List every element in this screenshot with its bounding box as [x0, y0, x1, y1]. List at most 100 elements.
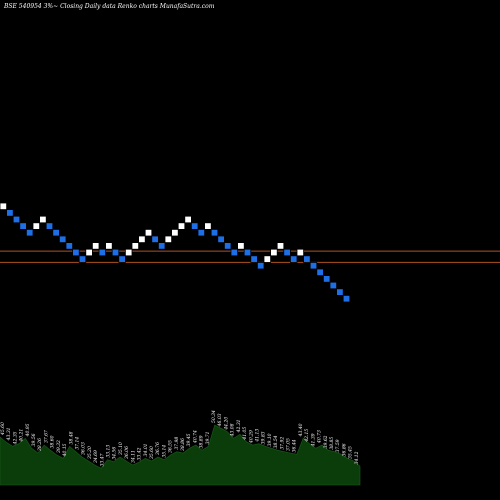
renko-brick-up [296, 248, 304, 257]
volume-label: 34.12 [354, 451, 360, 464]
renko-brick-down [303, 255, 311, 263]
renko-brick-down [283, 248, 291, 257]
volume-label: 38.89 [199, 435, 205, 448]
volume-label: 40.73 [317, 430, 323, 444]
volume-label: 46.03 [217, 413, 223, 427]
volume-label: 36.03 [81, 442, 87, 455]
volume-area [0, 424, 361, 486]
renko-brick-up [85, 248, 93, 257]
volume-label: 36.76 [155, 442, 161, 455]
renko-brick-up [270, 248, 278, 257]
volume-label: 50.34 [211, 410, 217, 423]
renko-brick-down [223, 242, 232, 250]
renko-brick-down [111, 248, 120, 257]
volume-label: 42.35 [12, 431, 18, 445]
renko-brick-down [45, 222, 54, 230]
volume-label: 39.45 [186, 433, 192, 446]
volume-panel [0, 424, 361, 486]
renko-brick-down [210, 228, 219, 237]
renko-brick-down [72, 248, 80, 257]
renko-brick-down [322, 275, 331, 283]
volume-label: 38.60 [50, 435, 56, 448]
renko-brick-up [164, 235, 172, 243]
renko-brick-down [12, 215, 21, 224]
volume-label: 39.56 [31, 433, 37, 446]
renko-brick-down [316, 268, 324, 276]
renko-brick-up [138, 235, 146, 243]
volume-label: 40.21 [19, 429, 25, 443]
volume-label: 37.98 [174, 437, 180, 450]
volume-label: 37.14 [74, 437, 80, 450]
volume-label: 38.86 [180, 438, 186, 451]
renko-brick-up [263, 255, 271, 263]
renko-brick-down [6, 209, 14, 217]
renko-brick-down [151, 235, 159, 243]
renko-brick-down [197, 228, 205, 237]
volume-label: 42.31 [236, 419, 242, 433]
volume-label: 37.92 [279, 437, 285, 450]
volume-label: 35.10 [118, 442, 124, 455]
renko-brick-down [250, 255, 258, 263]
volume-label: 41.05 [242, 427, 248, 441]
renko-brick-up [125, 248, 133, 257]
volume-label: 35.14 [161, 445, 167, 458]
renko-brick-up [105, 242, 113, 250]
volume-label: 39.10 [267, 433, 273, 446]
volume-label: 34.56 [112, 447, 118, 460]
renko-brick-up [39, 215, 47, 224]
volume-label: 41.13 [254, 429, 260, 443]
renko-brick-down [329, 281, 337, 290]
renko-bricks [0, 202, 351, 303]
renko-brick-down [65, 242, 73, 250]
renko-brick-up [204, 222, 212, 230]
volume-label: 37.59 [335, 439, 341, 452]
volume-label: 42.15 [304, 429, 310, 443]
volume-label: 40.15 [62, 443, 68, 457]
volume-label: 43.08 [230, 423, 236, 437]
volume-label: 39.32 [56, 440, 62, 453]
volume-label: 37.67 [43, 430, 49, 443]
renko-brick-up [131, 242, 139, 250]
volume-label: 38.85 [329, 437, 335, 450]
renko-brick-down [25, 228, 34, 237]
renko-brick-down [309, 261, 318, 270]
volume-label: 36.86 [341, 443, 347, 456]
renko-brick-down [118, 255, 126, 263]
volume-label: 35.60 [149, 446, 155, 459]
volume-label: 34.01 [143, 443, 149, 456]
renko-brick-up [171, 228, 179, 237]
volume-label: 39.71 [205, 431, 211, 444]
renko-brick-down [256, 261, 265, 270]
renko-brick-down [59, 235, 67, 243]
volume-label: 35.45 [348, 446, 354, 459]
volume-label: 34.11 [130, 450, 136, 463]
volume-label: 36.44 [292, 439, 298, 452]
volume-label: 39.83 [261, 431, 267, 444]
volume-label: 33.42 [137, 447, 143, 460]
renko-brick-down [157, 242, 166, 250]
renko-brick-up [0, 202, 7, 210]
volume-label: 40.95 [25, 423, 31, 437]
volume-label: 40.29 [248, 430, 254, 444]
renko-brick-up [92, 242, 100, 250]
volume-label: 33.13 [106, 445, 112, 458]
renko-brick-down [19, 222, 27, 230]
renko-brick-down [243, 248, 252, 257]
volume-label: 40.74 [192, 430, 198, 444]
renko-brick-down [98, 248, 106, 257]
renko-brick-down [289, 255, 298, 263]
volume-label: 38.54 [273, 435, 279, 448]
volume-label: 39.62 [323, 435, 329, 448]
volume-label: 36.06 [124, 446, 130, 459]
volume-label: 34.69 [93, 450, 99, 463]
renko-brick-up [32, 222, 40, 230]
renko-brick-up [276, 242, 285, 250]
volume-label: 36.55 [168, 440, 174, 453]
renko-brick-down [342, 294, 351, 303]
renko-brick-down [190, 222, 199, 230]
renko-brick-up [184, 215, 192, 224]
volume-label: 43.40 [298, 423, 304, 437]
